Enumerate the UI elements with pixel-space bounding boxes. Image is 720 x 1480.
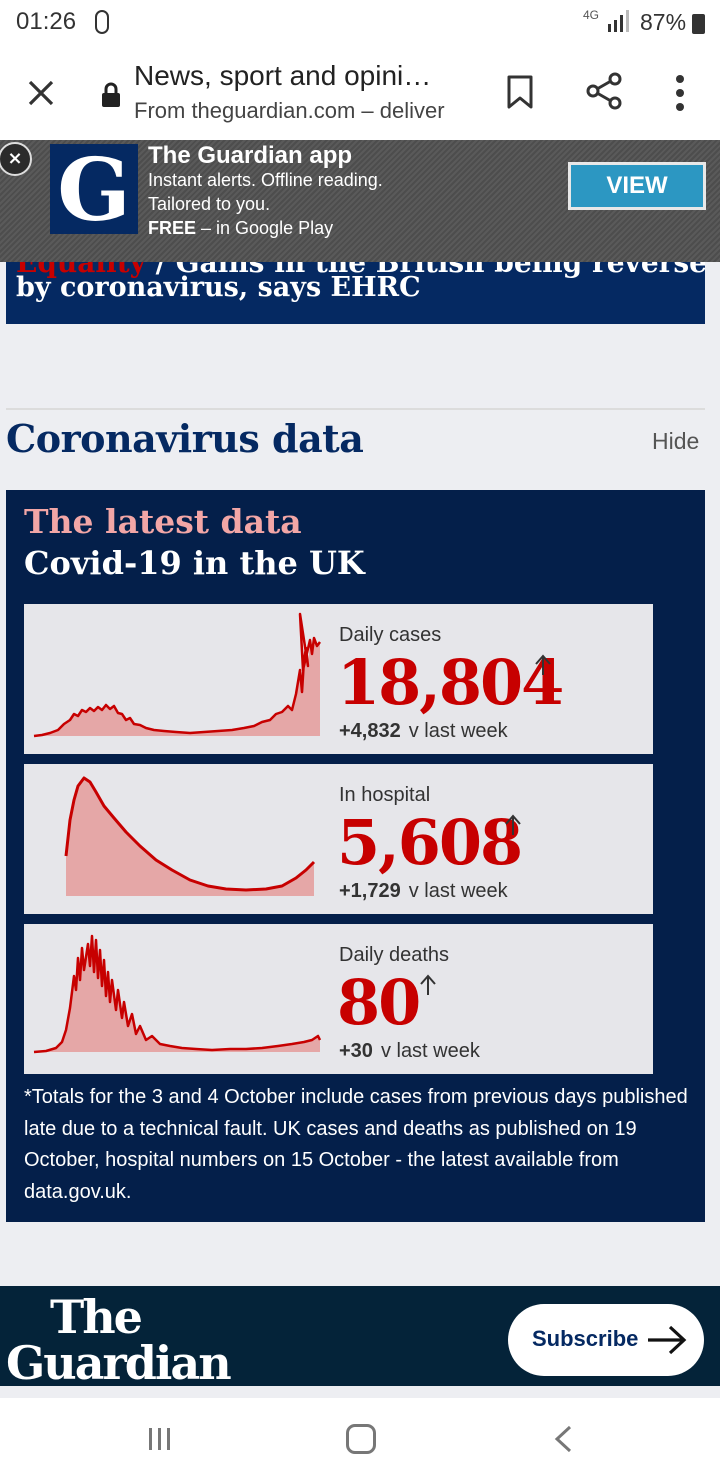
network-type: 4G bbox=[583, 8, 600, 22]
hide-button[interactable]: Hide bbox=[652, 428, 700, 454]
battery-icon bbox=[692, 14, 705, 34]
home-icon[interactable] bbox=[346, 1424, 376, 1454]
daily-deaths-label: Daily deaths bbox=[339, 944, 450, 966]
daily-deaths-sparkline bbox=[33, 934, 322, 1054]
data-footnote: *Totals for the 3 and 4 October include … bbox=[24, 1086, 688, 1203]
coronavirus-data-panel: The latest data Covid-19 in the UK Daily… bbox=[6, 490, 705, 1222]
in-hospital-sparkline bbox=[64, 776, 316, 896]
section-divider bbox=[6, 408, 705, 410]
battery-percent: 87% bbox=[640, 9, 687, 35]
page-url[interactable]: From theguardian.com – deliver bbox=[134, 98, 445, 123]
app-banner-line3: FREE – in Google Play bbox=[148, 218, 334, 238]
headline-line1: Equality / Gains in the British being re… bbox=[16, 262, 705, 279]
status-time: 01:26 bbox=[16, 8, 77, 35]
daily-cases-sparkline bbox=[33, 612, 321, 738]
panel-subtitle: Covid-19 in the UK bbox=[24, 544, 365, 582]
arrow-up-icon bbox=[420, 974, 436, 995]
arrow-up-icon bbox=[535, 654, 551, 675]
daily-deaths-value: 80 bbox=[337, 966, 421, 1039]
app-banner-line2: Tailored to you. bbox=[148, 194, 271, 214]
daily-cases-value: 18,804 bbox=[337, 646, 564, 719]
headline-line2: by coronavirus, says EHRC bbox=[16, 272, 421, 303]
bookmark-icon[interactable] bbox=[505, 74, 535, 110]
stat-card-daily-cases[interactable]: Daily cases 18,804 +4,832 v last week bbox=[24, 604, 653, 754]
guardian-logo[interactable]: The Guardian bbox=[6, 1290, 232, 1390]
panel-kicker: The latest data bbox=[24, 502, 302, 541]
lock-icon bbox=[102, 82, 120, 107]
close-icon[interactable] bbox=[24, 76, 58, 110]
app-banner-line1: Instant alerts. Offline reading. bbox=[148, 170, 383, 190]
share-icon[interactable] bbox=[585, 72, 623, 110]
in-hospital-delta: +1,729 v last week bbox=[339, 880, 508, 902]
subscribe-button[interactable]: Subscribe bbox=[508, 1304, 704, 1376]
signal-icon bbox=[608, 10, 629, 32]
more-options-icon[interactable] bbox=[668, 74, 692, 112]
page-title[interactable]: News, sport and opini… bbox=[134, 60, 432, 91]
section-title: Coronavirus data bbox=[6, 416, 364, 461]
stat-card-in-hospital[interactable]: In hospital 5,608 +1,729 v last week bbox=[24, 764, 653, 914]
dismiss-banner-icon[interactable]: × bbox=[0, 142, 32, 176]
back-icon[interactable] bbox=[552, 1424, 574, 1454]
daily-cases-delta: +4,832 v last week bbox=[339, 720, 508, 742]
guardian-footer: The Guardian Subscribe bbox=[0, 1286, 720, 1386]
recent-apps-icon[interactable] bbox=[146, 1426, 174, 1452]
subscribe-label: Subscribe bbox=[532, 1326, 639, 1351]
system-nav-bar bbox=[0, 1398, 720, 1480]
browser-toolbar: News, sport and opini… From theguardian.… bbox=[0, 46, 720, 140]
stat-card-daily-deaths[interactable]: Daily deaths 80 +30 v last week bbox=[24, 924, 653, 1074]
app-banner-title: The Guardian app bbox=[148, 142, 353, 169]
in-hospital-value: 5,608 bbox=[337, 806, 523, 879]
view-button[interactable]: VIEW bbox=[568, 162, 706, 210]
sim-icon bbox=[95, 10, 109, 34]
daily-deaths-delta: +30 v last week bbox=[339, 1040, 480, 1062]
in-hospital-label: In hospital bbox=[339, 784, 431, 806]
app-install-banner: G The Guardian app Instant alerts. Offli… bbox=[0, 140, 720, 262]
status-bar: 01:26 4G 87% bbox=[0, 0, 720, 46]
arrow-right-icon bbox=[648, 1325, 687, 1355]
daily-cases-label: Daily cases bbox=[339, 624, 442, 646]
guardian-app-logo: G bbox=[50, 140, 138, 241]
headline-card[interactable]: Equality / Gains in the British being re… bbox=[6, 262, 705, 324]
arrow-up-icon bbox=[505, 814, 521, 835]
